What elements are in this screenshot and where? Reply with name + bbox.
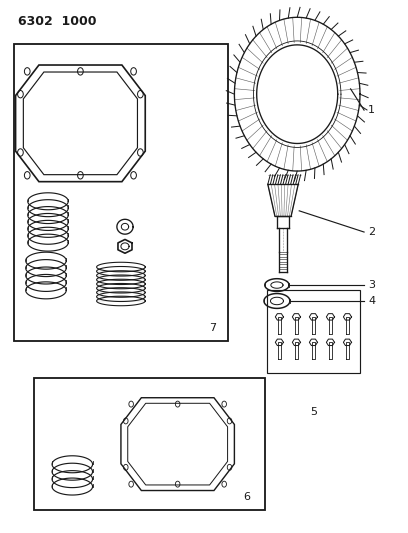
Text: 7: 7	[209, 323, 216, 333]
Text: 2: 2	[368, 227, 375, 237]
Bar	[267, 290, 360, 373]
Text: 1: 1	[368, 105, 375, 115]
Text: 6: 6	[244, 492, 251, 503]
Bar	[13, 44, 228, 341]
Text: 6302  1000: 6302 1000	[18, 14, 96, 28]
Text: 4: 4	[368, 296, 375, 306]
Text: 5: 5	[310, 407, 317, 417]
Bar	[34, 378, 265, 511]
Text: 3: 3	[368, 280, 375, 290]
